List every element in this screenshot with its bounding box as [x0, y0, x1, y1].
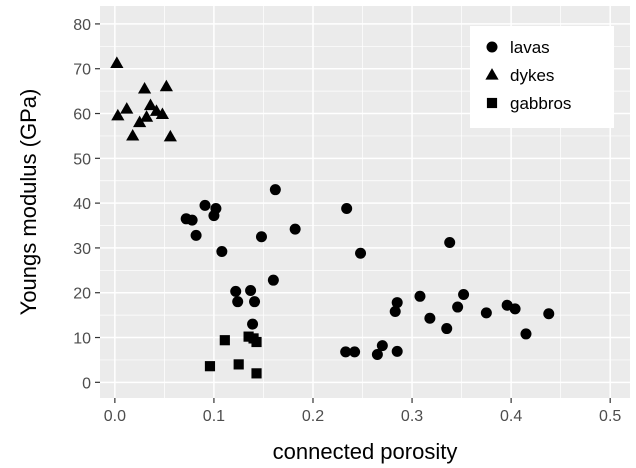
x-tick-label: 0.0 — [104, 408, 126, 425]
x-tick-labels: 0.0 0.1 0.2 0.3 0.4 0.5 — [104, 408, 622, 425]
x-tick-label: 0.5 — [599, 408, 621, 425]
lavas-point — [543, 308, 555, 320]
dykes-point — [111, 108, 125, 121]
lavas-point — [391, 345, 403, 357]
lavas-point — [230, 285, 242, 297]
grid-minor — [100, 6, 630, 398]
dykes-point — [126, 128, 140, 141]
lavas-point — [389, 306, 401, 318]
dykes-point — [120, 102, 134, 114]
lavas-point — [341, 202, 353, 214]
lavas-point — [199, 199, 211, 211]
lavas-point — [186, 214, 198, 226]
dykes-point — [163, 129, 177, 142]
lavas-point — [210, 202, 222, 214]
lavas-point — [249, 296, 261, 308]
lavas-point — [371, 349, 383, 361]
lavas-point — [232, 296, 244, 308]
y-tick-labels: 0 10 20 30 40 50 60 70 80 — [73, 17, 91, 392]
legend-label-lavas: lavas — [510, 38, 550, 57]
lavas-point — [520, 328, 532, 340]
x-tick-label: 0.3 — [401, 408, 423, 425]
lavas-point — [190, 229, 202, 241]
data-points — [110, 56, 555, 379]
lavas-point — [509, 303, 521, 315]
y-tick-label: 0 — [82, 375, 91, 392]
y-tick-label: 40 — [73, 196, 91, 213]
lavas-point — [376, 340, 388, 352]
y-tick-label: 50 — [73, 151, 91, 168]
legend-label-gabbros: gabbros — [510, 94, 571, 113]
lavas-point — [216, 246, 228, 258]
lavas-point — [355, 247, 367, 259]
lavas-point — [452, 301, 464, 313]
legend-key-dykes — [485, 68, 499, 80]
axis-ticks — [95, 23, 611, 403]
y-tick-label: 60 — [73, 107, 91, 124]
legend-label-dykes: dykes — [510, 66, 554, 85]
dykes-point — [139, 110, 154, 122]
dykes-point — [137, 81, 152, 94]
legend-key-lavas — [486, 41, 498, 53]
lavas-point — [269, 184, 281, 196]
lavas-point — [441, 323, 453, 335]
legend-key-gabbros — [486, 97, 498, 109]
gabbros-point — [251, 368, 262, 379]
x-tick-label: 0.2 — [302, 408, 324, 425]
gabbros-point — [219, 335, 230, 346]
lavas-point — [480, 307, 492, 319]
y-axis-title: Youngs modulus (GPa) — [16, 89, 41, 316]
legend: lavas dykes gabbros — [470, 26, 614, 128]
lavas-point — [255, 231, 267, 243]
dykes-point — [143, 98, 158, 111]
lavas-point — [340, 346, 352, 358]
lavas-point — [245, 284, 257, 296]
lavas-point — [289, 223, 301, 235]
dykes-point — [155, 107, 170, 120]
gabbros-point — [233, 359, 244, 370]
x-tick-label: 0.4 — [500, 408, 522, 425]
lavas-point — [349, 346, 361, 358]
lavas-point — [444, 237, 456, 249]
gabbros-point — [204, 361, 216, 372]
y-tick-label: 80 — [73, 17, 91, 34]
x-axis-title: connected porosity — [273, 439, 458, 464]
lavas-point — [414, 290, 426, 302]
y-tick-label: 10 — [73, 331, 91, 348]
lavas-point — [247, 318, 259, 330]
lavas-point — [391, 297, 403, 309]
dykes-point — [110, 56, 124, 68]
y-tick-label: 30 — [73, 241, 91, 258]
dykes-point — [159, 79, 173, 92]
gabbros-point — [251, 336, 262, 348]
x-tick-label: 0.1 — [203, 408, 225, 425]
dykes-point — [133, 115, 147, 128]
lavas-point — [424, 312, 436, 324]
y-tick-label: 20 — [73, 286, 91, 303]
lavas-point — [458, 289, 470, 301]
lavas-point — [267, 274, 279, 286]
y-tick-label: 70 — [73, 62, 91, 79]
